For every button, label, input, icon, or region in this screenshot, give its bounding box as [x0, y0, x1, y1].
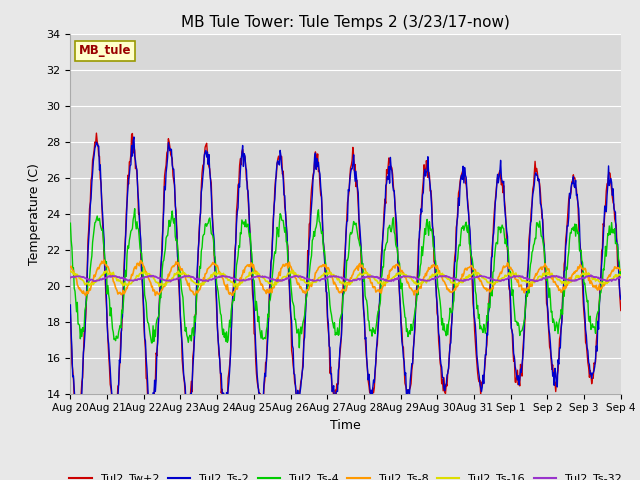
Text: MB_tule: MB_tule	[79, 44, 131, 58]
Legend: Tul2_Tw+2, Tul2_Ts-2, Tul2_Ts-4, Tul2_Ts-8, Tul2_Ts-16, Tul2_Ts-32: Tul2_Tw+2, Tul2_Ts-2, Tul2_Ts-4, Tul2_Ts…	[65, 469, 626, 480]
Y-axis label: Temperature (C): Temperature (C)	[28, 163, 41, 264]
X-axis label: Time: Time	[330, 419, 361, 432]
Title: MB Tule Tower: Tule Temps 2 (3/23/17-now): MB Tule Tower: Tule Temps 2 (3/23/17-now…	[181, 15, 510, 30]
